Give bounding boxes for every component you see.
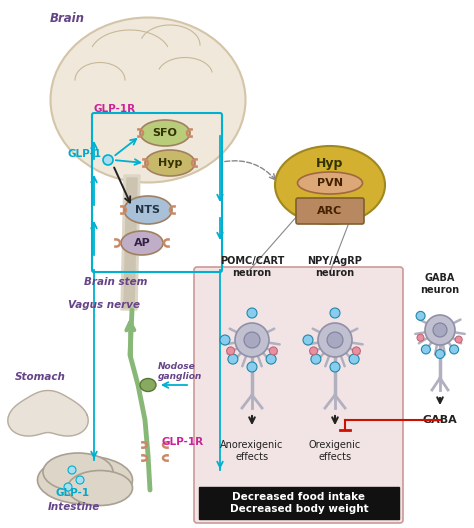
Circle shape xyxy=(247,308,257,318)
Circle shape xyxy=(266,354,276,364)
Circle shape xyxy=(436,350,445,359)
Text: Orexigenic
effects: Orexigenic effects xyxy=(309,440,361,461)
Circle shape xyxy=(228,354,238,364)
Text: Brain stem: Brain stem xyxy=(84,277,147,287)
Ellipse shape xyxy=(124,196,172,224)
Polygon shape xyxy=(121,175,140,310)
Ellipse shape xyxy=(275,146,385,224)
Text: GLP-1R: GLP-1R xyxy=(94,104,136,114)
Text: NTS: NTS xyxy=(136,205,161,215)
Circle shape xyxy=(352,347,360,355)
Circle shape xyxy=(269,347,277,355)
Circle shape xyxy=(330,308,340,318)
Circle shape xyxy=(64,483,72,491)
Ellipse shape xyxy=(67,470,133,505)
Ellipse shape xyxy=(140,120,190,146)
Circle shape xyxy=(425,315,455,345)
Text: Anorexigenic
effects: Anorexigenic effects xyxy=(220,440,283,461)
Text: Vagus nerve: Vagus nerve xyxy=(68,300,140,310)
Circle shape xyxy=(311,354,321,364)
Circle shape xyxy=(330,362,340,372)
Circle shape xyxy=(68,466,76,474)
Circle shape xyxy=(310,347,318,355)
Polygon shape xyxy=(8,391,88,436)
Text: GLP-1: GLP-1 xyxy=(68,149,102,159)
Circle shape xyxy=(227,347,235,355)
Text: SFO: SFO xyxy=(153,128,177,138)
Text: POMC/CART
neuron: POMC/CART neuron xyxy=(220,257,284,278)
Circle shape xyxy=(421,345,430,354)
Circle shape xyxy=(455,336,462,343)
Circle shape xyxy=(349,354,359,364)
Circle shape xyxy=(327,332,343,348)
Circle shape xyxy=(220,335,230,345)
Ellipse shape xyxy=(298,172,363,194)
Circle shape xyxy=(103,155,113,165)
Ellipse shape xyxy=(145,150,195,176)
FancyBboxPatch shape xyxy=(194,267,403,523)
Text: GLP-1R: GLP-1R xyxy=(162,437,204,447)
Text: Decreased food intake
Decreased body weight: Decreased food intake Decreased body wei… xyxy=(230,492,368,514)
Ellipse shape xyxy=(121,231,163,255)
Text: GLP-1: GLP-1 xyxy=(56,488,90,498)
Circle shape xyxy=(244,332,260,348)
Text: GABA: GABA xyxy=(423,415,457,425)
Circle shape xyxy=(318,323,352,357)
Polygon shape xyxy=(124,178,137,308)
Text: AP: AP xyxy=(134,238,150,248)
Text: Hyp: Hyp xyxy=(316,156,344,169)
Text: Hyp: Hyp xyxy=(158,158,182,168)
Text: Stomach: Stomach xyxy=(15,372,66,382)
FancyBboxPatch shape xyxy=(199,487,399,519)
Ellipse shape xyxy=(51,17,246,183)
Circle shape xyxy=(450,345,459,354)
Text: ARC: ARC xyxy=(318,206,343,216)
Text: PVN: PVN xyxy=(317,178,343,188)
Circle shape xyxy=(416,312,425,320)
Text: Brain: Brain xyxy=(50,12,85,25)
Circle shape xyxy=(303,335,313,345)
Circle shape xyxy=(417,334,424,341)
Text: Nodose
ganglion: Nodose ganglion xyxy=(158,362,202,381)
Circle shape xyxy=(76,476,84,484)
Circle shape xyxy=(235,323,269,357)
FancyBboxPatch shape xyxy=(296,198,364,224)
Text: GABA
neuron: GABA neuron xyxy=(420,274,460,295)
Ellipse shape xyxy=(140,379,156,391)
Text: Intestine: Intestine xyxy=(48,502,100,512)
Ellipse shape xyxy=(37,456,133,504)
Ellipse shape xyxy=(43,453,113,491)
Circle shape xyxy=(247,362,257,372)
Circle shape xyxy=(433,323,447,337)
Text: NPY/AgRP
neuron: NPY/AgRP neuron xyxy=(308,257,363,278)
